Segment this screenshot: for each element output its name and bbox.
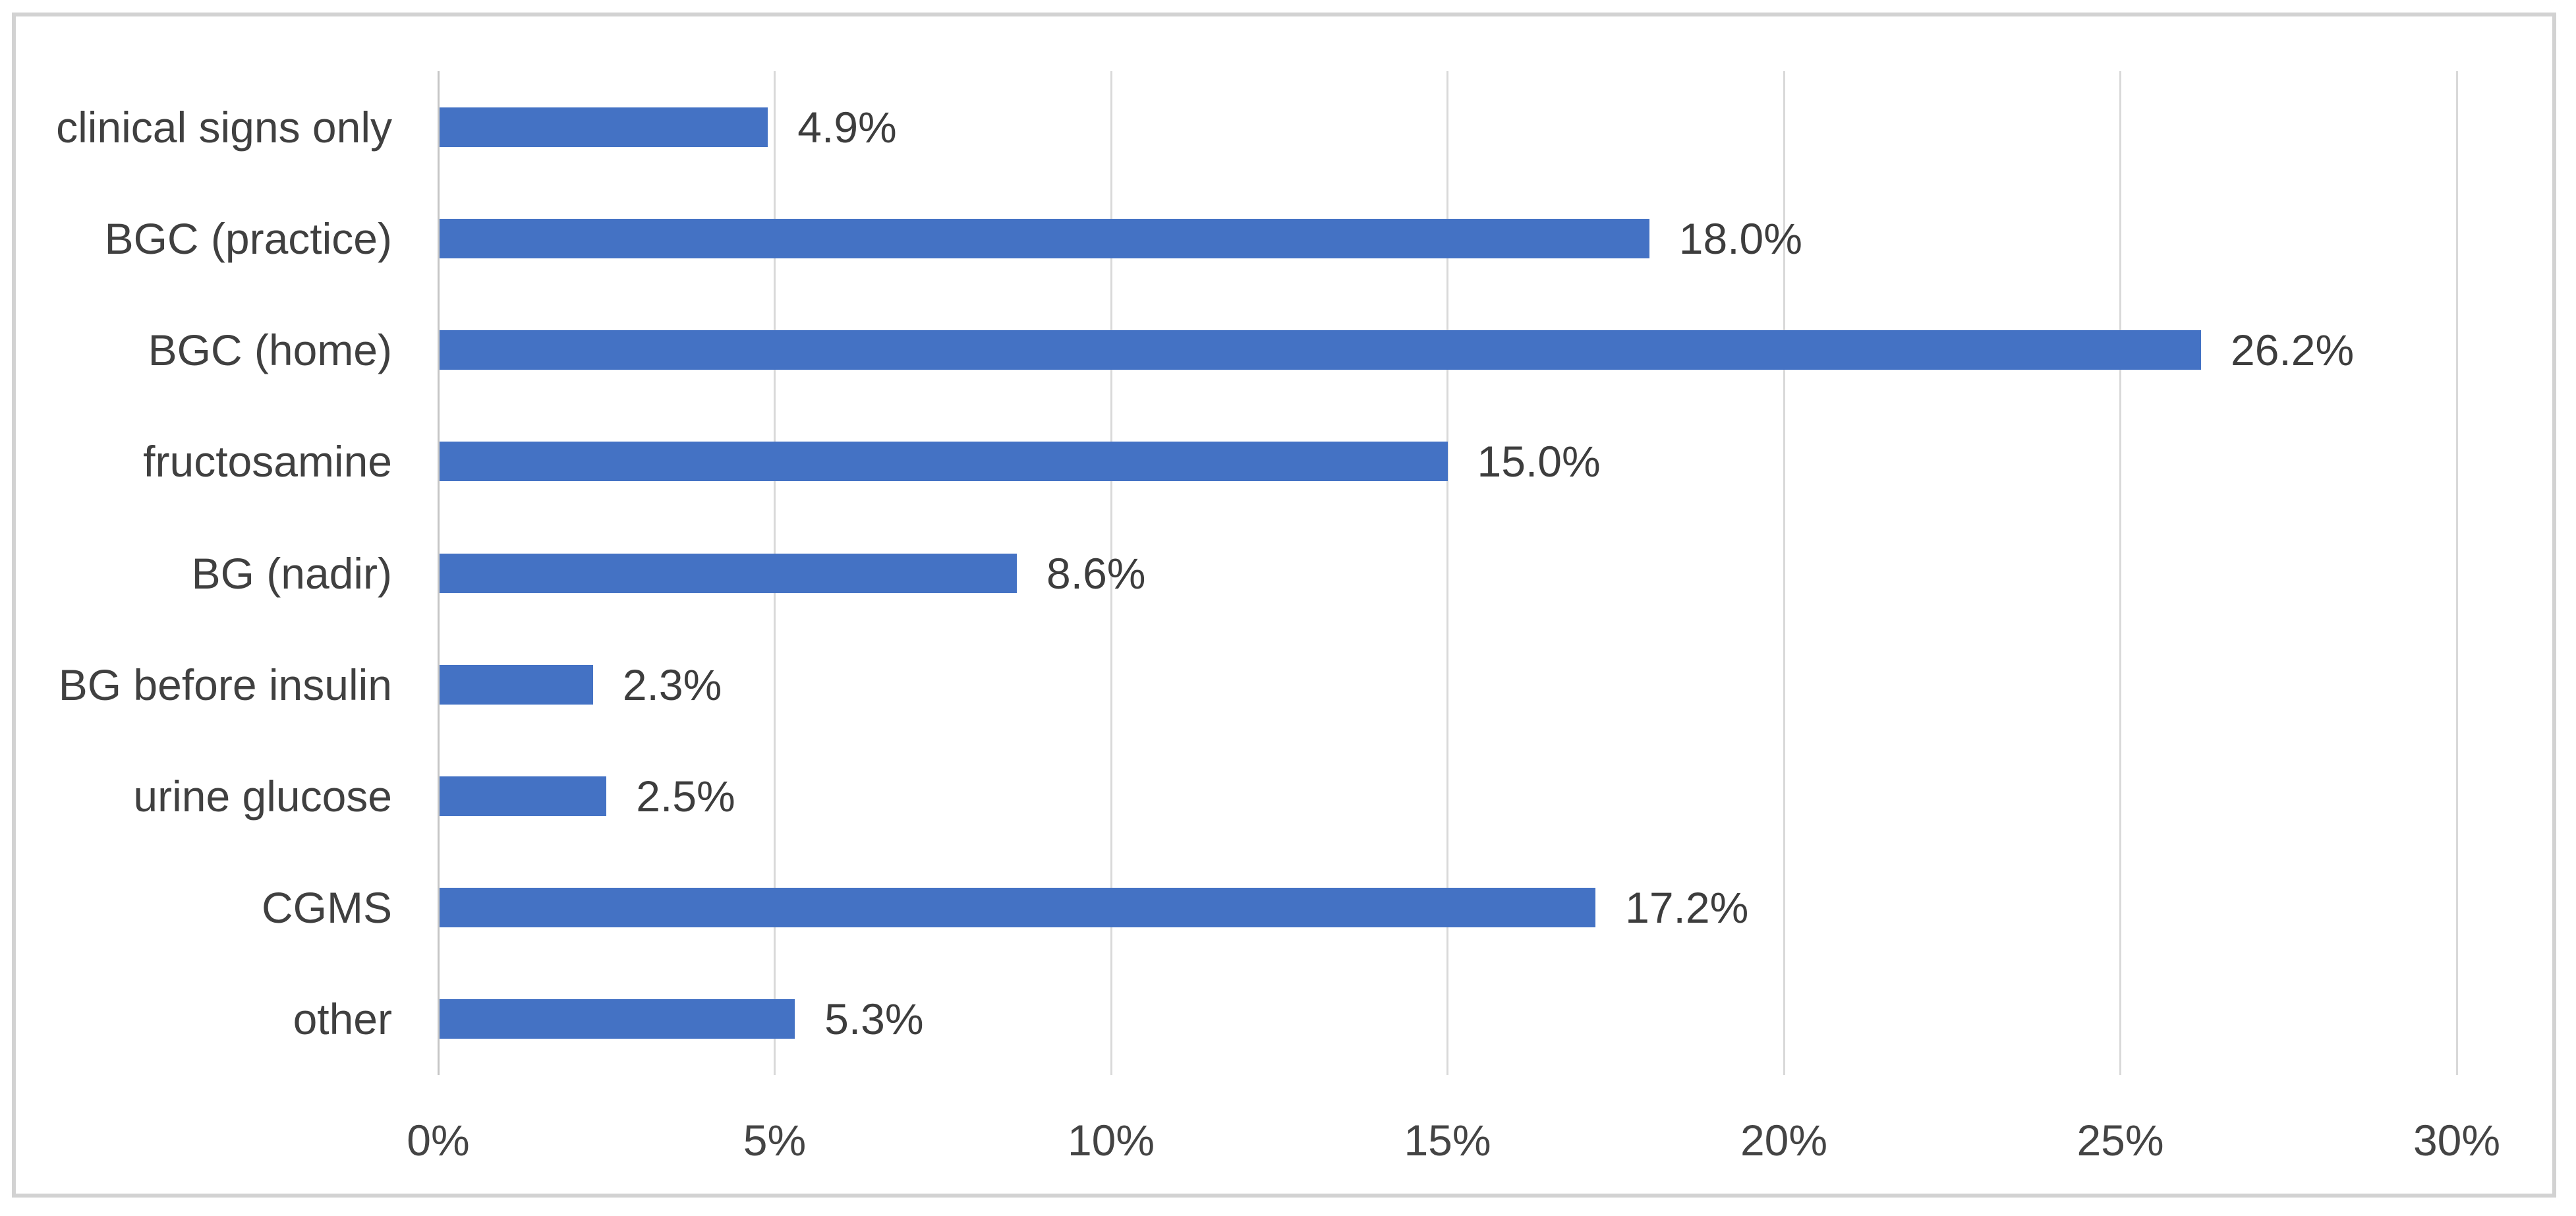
value-label: 5.3% [824,995,924,1044]
category-label: BGC (home) [148,326,392,375]
category-label: CGMS [262,883,392,933]
x-axis-tick-label: 5% [743,1116,807,1165]
bar [439,664,593,705]
value-label: 8.6% [1046,548,1146,598]
value-label: 26.2% [2231,326,2355,375]
category-label: other [293,995,392,1044]
bar [439,442,1448,482]
bar [439,888,1596,928]
x-axis-tick-label: 20% [1740,1116,1828,1165]
bar [439,776,607,816]
bar [439,999,795,1039]
x-axis-line [437,71,440,1075]
category-label: clinical signs only [56,102,392,152]
x-axis-tick-label: 15% [1404,1116,1491,1165]
x-axis-tick-label: 30% [2413,1116,2501,1165]
value-label: 18.0% [1678,214,1802,263]
x-axis-tick-label: 10% [1067,1116,1155,1165]
bar [439,107,768,147]
gridline [2119,71,2121,1075]
category-label: urine glucose [133,771,392,821]
bar [439,218,1649,258]
x-axis-tick-label: 0% [407,1116,470,1165]
value-label: 2.3% [622,660,722,709]
plot-area: clinical signs only 4.9% BGC (practice) 18.… [16,16,2552,1194]
value-label: 17.2% [1625,883,1749,933]
category-label: BG (nadir) [191,548,392,598]
x-axis-tick-label: 25% [2076,1116,2164,1165]
bar [439,330,2202,370]
bar [439,553,1017,593]
gridline [2455,71,2458,1075]
gridline [1783,71,1785,1075]
chart-frame: clinical signs only 4.9% BGC (practice) 18.… [12,13,2556,1198]
value-label: 15.0% [1477,437,1601,486]
category-label: BGC (practice) [104,214,392,263]
gridline [1446,71,1448,1075]
value-label: 2.5% [636,771,735,821]
gridline [1110,71,1112,1075]
category-label: fructosamine [143,437,392,486]
value-label: 4.9% [797,102,897,152]
category-label: BG before insulin [58,660,392,709]
